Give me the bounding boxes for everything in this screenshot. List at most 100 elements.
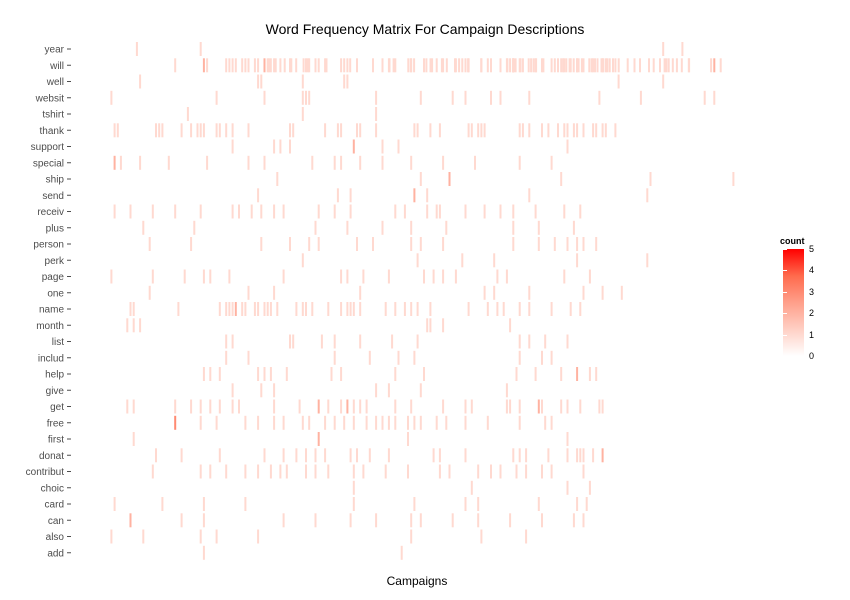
heatmap-cell-will	[514, 58, 517, 73]
heatmap-cell-support	[381, 139, 384, 154]
heatmap-cell-contribut	[490, 464, 492, 479]
heatmap-cell-will	[680, 58, 683, 73]
legend-tick	[783, 334, 787, 336]
heatmap-cell-will	[289, 58, 291, 73]
heatmap-cell-special	[263, 155, 266, 170]
heatmap-cell-can	[541, 513, 543, 528]
heatmap-cell-name	[218, 302, 221, 316]
heatmap-cell-contribut	[285, 464, 288, 479]
heatmap-cell-will	[302, 58, 305, 73]
heatmap-cell-also	[110, 529, 113, 544]
heatmap-cell-plus	[142, 220, 145, 235]
heatmap-cell-thank	[483, 123, 486, 138]
heatmap-cell-name	[569, 302, 572, 316]
heatmap-cell-thank	[480, 123, 483, 138]
heatmap-cell-page	[151, 269, 154, 284]
heatmap-cell-card	[161, 497, 164, 511]
heatmap-cell-support	[397, 139, 400, 154]
heatmap-cell-perk	[576, 253, 579, 268]
heatmap-cell-give	[387, 383, 390, 398]
heatmap-cell-will	[580, 58, 583, 73]
heatmap-cell-list	[289, 334, 291, 349]
heatmap-cell-free	[365, 415, 368, 430]
heatmap-cell-will	[675, 58, 678, 73]
heatmap-cell-ship	[276, 172, 279, 186]
heatmap-cell-receiv	[260, 204, 263, 219]
heatmap-cell-perk	[301, 253, 304, 268]
heatmap-cell-name	[132, 302, 135, 316]
heatmap-cell-page	[202, 269, 205, 284]
heatmap-cell-will	[557, 58, 559, 73]
heatmap-cell-donat	[547, 448, 550, 463]
heatmap-cell-person	[317, 237, 320, 251]
heatmap-cell-list	[566, 334, 569, 349]
heatmap-cell-support	[273, 139, 276, 154]
heatmap-cell-websit	[305, 90, 307, 105]
heatmap-cell-thank	[416, 123, 419, 138]
heatmap-cell-send	[413, 188, 416, 203]
heatmap-cell-get	[541, 399, 543, 414]
heatmap-cell-also	[142, 529, 145, 544]
heatmap-cell-will	[527, 58, 530, 73]
heatmap-cell-card	[202, 497, 205, 511]
heatmap-cell-year	[662, 42, 665, 56]
heatmap-cell-receiv	[174, 204, 177, 219]
heatmap-cell-special	[311, 155, 314, 170]
heatmap-cell-thank	[155, 123, 157, 138]
heatmap-cell-thank	[356, 123, 358, 138]
heatmap-cell-thank	[595, 123, 598, 138]
heatmap-cell-contribut	[244, 464, 247, 479]
heatmap-cell-name	[502, 302, 505, 316]
heatmap-cell-receiv	[238, 204, 240, 219]
heatmap-cell-get	[560, 399, 563, 414]
heatmap-cell-will	[356, 58, 358, 73]
heatmap-cell-free	[387, 415, 390, 430]
heatmap-cell-name	[177, 302, 180, 316]
heatmap-cell-free	[413, 415, 416, 430]
heatmap-cell-get	[470, 399, 473, 414]
heatmap-cell-help	[394, 367, 397, 381]
heatmap-cell-donat	[566, 448, 569, 463]
heatmap-cell-well	[139, 74, 142, 89]
heatmap-cell-contribut	[384, 464, 387, 479]
heatmap-cell-contribut	[438, 464, 441, 479]
y-tick-label-well: well	[46, 77, 64, 88]
heatmap-cell-special	[474, 155, 476, 170]
heatmap-cell-one	[483, 285, 486, 300]
heatmap-cell-will	[562, 58, 565, 73]
heatmap-cell-websit	[308, 90, 311, 105]
heatmap-cell-can	[419, 513, 422, 528]
heatmap-cell-plus	[346, 220, 349, 235]
heatmap-cell-will	[667, 58, 670, 73]
heatmap-cell-year	[199, 42, 202, 56]
heatmap-cell-will	[490, 58, 492, 73]
heatmap-cell-receiv	[317, 204, 320, 219]
y-tick-label-one: one	[47, 288, 64, 299]
heatmap-cell-page	[588, 269, 591, 284]
y-tick-label-receiv: receiv	[37, 207, 64, 218]
heatmap-cell-contribut	[477, 464, 480, 479]
heatmap-cell-donat	[601, 448, 604, 463]
heatmap-cell-will	[407, 58, 410, 73]
heatmap-cell-help	[515, 367, 518, 381]
heatmap-cell-get	[126, 399, 129, 414]
heatmap-cell-free	[486, 415, 489, 430]
heatmap-cell-donat	[356, 448, 358, 463]
heatmap-cell-give	[231, 383, 234, 398]
heatmap-cell-includ	[247, 350, 250, 365]
heatmap-cell-will	[710, 58, 713, 73]
y-tick-label-contribut: contribut	[26, 467, 65, 478]
heatmap-cell-special	[518, 155, 521, 170]
heatmap-cell-get	[218, 399, 221, 414]
heatmap-cell-includ	[413, 350, 416, 365]
heatmap-cell-help	[218, 367, 221, 381]
heatmap-cell-support	[566, 139, 569, 154]
heatmap-cell-tshirt	[186, 107, 189, 121]
y-tick-label-page: page	[42, 272, 65, 283]
heatmap-cell-websit	[263, 90, 266, 105]
heatmap-cell-donat	[438, 448, 441, 463]
heatmap-cell-free	[174, 415, 177, 430]
heatmap-cell-websit	[639, 90, 642, 105]
heatmap-cell-will	[577, 58, 580, 73]
heatmap-cell-will	[392, 58, 395, 73]
